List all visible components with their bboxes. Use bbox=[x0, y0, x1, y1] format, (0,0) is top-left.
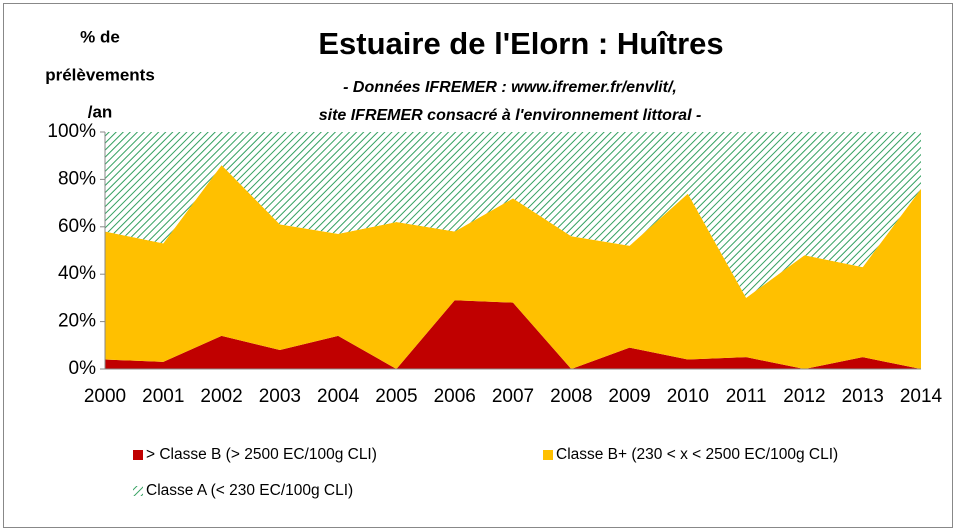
x-tick-label: 2002 bbox=[200, 386, 242, 407]
y-axis-label: % de bbox=[80, 27, 120, 46]
x-tick-label: 2008 bbox=[550, 386, 592, 407]
subtitle: site IFREMER consacré à l'environnement … bbox=[319, 107, 702, 124]
legend-label: Classe B+ (230 < x < 2500 EC/100g CLI) bbox=[556, 446, 838, 463]
legend-label: Classe A (< 230 EC/100g CLI) bbox=[146, 482, 353, 499]
y-tick-label: 0% bbox=[69, 358, 97, 379]
x-tick-label: 2004 bbox=[317, 386, 360, 407]
area bbox=[105, 132, 921, 298]
y-tick-label: 40% bbox=[58, 263, 96, 284]
legend-label: > Classe B (> 2500 EC/100g CLI) bbox=[146, 446, 377, 463]
legend-swatch bbox=[543, 450, 553, 460]
y-axis-label: prélèvements bbox=[45, 65, 155, 84]
y-tick-label: 80% bbox=[58, 168, 96, 189]
area bbox=[105, 165, 921, 369]
legend-swatch bbox=[133, 486, 143, 496]
subtitle: - Données IFREMER : www.ifremer.fr/envli… bbox=[343, 79, 677, 96]
x-tick-label: 2005 bbox=[375, 386, 417, 407]
x-tick-label: 2009 bbox=[608, 386, 650, 407]
y-tick-label: 60% bbox=[58, 216, 96, 237]
area bbox=[105, 300, 921, 369]
x-tick-label: 2013 bbox=[842, 386, 884, 407]
chart-title: Estuaire de l'Elorn : Huîtres bbox=[318, 26, 723, 61]
x-tick-label: 2006 bbox=[434, 386, 476, 407]
x-tick-label: 2014 bbox=[900, 386, 943, 407]
y-tick-label: 100% bbox=[47, 121, 96, 142]
x-tick-label: 2012 bbox=[783, 386, 825, 407]
x-tick-label: 2003 bbox=[259, 386, 301, 407]
y-tick-label: 20% bbox=[58, 311, 96, 332]
legend-swatch bbox=[133, 450, 143, 460]
x-tick-label: 2011 bbox=[726, 386, 767, 407]
x-tick-label: 2007 bbox=[492, 386, 534, 407]
x-tick-label: 2000 bbox=[84, 386, 126, 407]
y-axis-label: /an bbox=[88, 102, 113, 121]
x-tick-label: 2001 bbox=[142, 386, 184, 407]
x-tick-label: 2010 bbox=[667, 386, 709, 407]
